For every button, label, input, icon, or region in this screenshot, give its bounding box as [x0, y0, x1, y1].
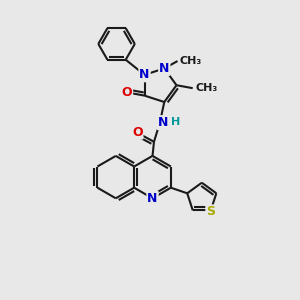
Text: N: N [140, 68, 150, 81]
Text: S: S [206, 206, 215, 218]
Text: CH₃: CH₃ [180, 56, 202, 66]
Text: N: N [158, 116, 168, 129]
Text: O: O [122, 86, 132, 99]
Text: O: O [132, 126, 142, 139]
Text: CH₃: CH₃ [195, 83, 217, 93]
Text: N: N [147, 192, 158, 205]
Text: H: H [171, 117, 180, 127]
Text: N: N [159, 62, 169, 75]
